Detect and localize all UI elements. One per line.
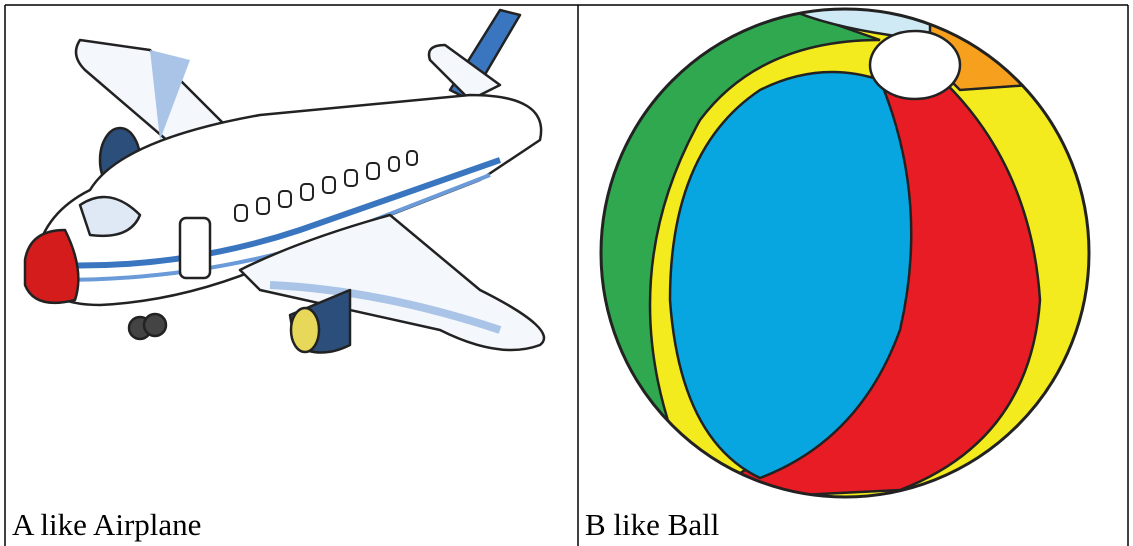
airplane-image [25,10,544,353]
illustrations [0,0,1133,546]
page: A like Airplane B like Ball (() => { con… [0,0,1133,546]
caption: B like Ball [585,507,719,543]
caption: A like Airplane [12,507,201,543]
ball-image [595,5,1100,505]
